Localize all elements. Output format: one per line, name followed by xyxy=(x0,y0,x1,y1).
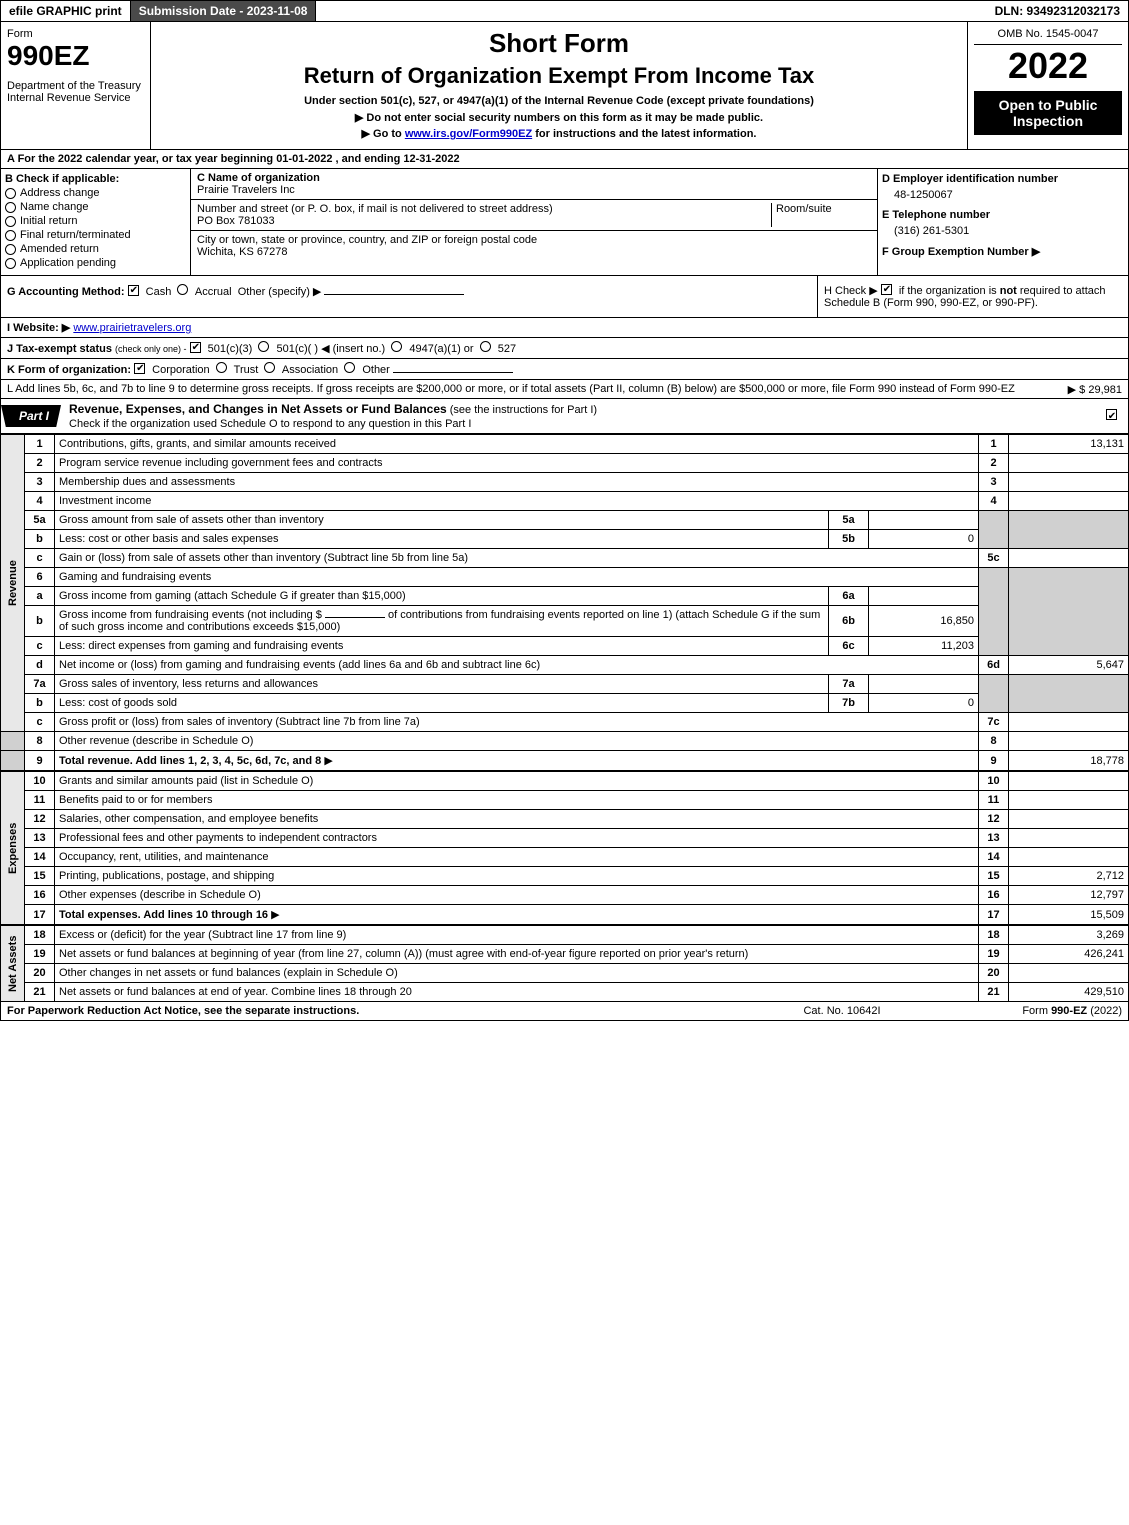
form-ref: Form 990-EZ (2022) xyxy=(942,1005,1122,1017)
b-label: B Check if applicable: xyxy=(5,173,186,185)
other-org-input[interactable] xyxy=(393,372,513,373)
tel-label: E Telephone number xyxy=(882,209,1124,221)
department: Department of the Treasury Internal Reve… xyxy=(7,80,144,104)
501c-checkbox[interactable] xyxy=(258,341,269,352)
trust-checkbox[interactable] xyxy=(216,362,227,373)
part-i-schedule-o-checkbox[interactable] xyxy=(1106,409,1117,420)
line-5b-value: 0 xyxy=(869,530,979,549)
accrual-checkbox[interactable] xyxy=(177,284,188,295)
paperwork-notice: For Paperwork Reduction Act Notice, see … xyxy=(7,1005,742,1017)
line-17-amount: 15,509 xyxy=(1009,905,1129,925)
info-grid: B Check if applicable: Address change Na… xyxy=(0,169,1129,276)
revenue-table: Revenue 1 Contributions, gifts, grants, … xyxy=(0,434,1129,771)
application-pending-checkbox[interactable] xyxy=(5,258,16,269)
top-bar: efile GRAPHIC print Submission Date - 20… xyxy=(0,0,1129,22)
line-16-amount: 12,797 xyxy=(1009,886,1129,905)
amended-return-checkbox[interactable] xyxy=(5,244,16,255)
section-k: K Form of organization: Corporation Trus… xyxy=(0,359,1129,380)
line-7b-value: 0 xyxy=(869,694,979,713)
section-i: I Website: ▶ www.prairietravelers.org xyxy=(0,318,1129,338)
header-left: Form 990EZ Department of the Treasury In… xyxy=(1,22,151,149)
city: Wichita, KS 67278 xyxy=(197,246,288,258)
short-form-title: Short Form xyxy=(157,28,961,59)
group-exemption-label: F Group Exemption Number ▶ xyxy=(882,245,1124,258)
expenses-table: Expenses 10Grants and similar amounts pa… xyxy=(0,771,1129,925)
open-public-badge: Open to Public Inspection xyxy=(974,91,1122,135)
other-method-input[interactable] xyxy=(324,294,464,295)
form-word: Form xyxy=(7,28,144,40)
name-change-checkbox[interactable] xyxy=(5,202,16,213)
527-checkbox[interactable] xyxy=(480,341,491,352)
section-j: J Tax-exempt status (check only one) - 5… xyxy=(0,338,1129,359)
footer: For Paperwork Reduction Act Notice, see … xyxy=(0,1002,1129,1021)
instruction-1: ▶ Do not enter social security numbers o… xyxy=(157,111,961,124)
initial-return-checkbox[interactable] xyxy=(5,216,16,227)
website-link[interactable]: www.prairietravelers.org xyxy=(73,322,191,334)
501c3-checkbox[interactable] xyxy=(190,342,201,353)
schedule-b-checkbox[interactable] xyxy=(881,284,892,295)
efile-label[interactable]: efile GRAPHIC print xyxy=(1,1,131,21)
section-a: A For the 2022 calendar year, or tax yea… xyxy=(0,150,1129,169)
form-number: 990EZ xyxy=(7,40,144,72)
gross-receipts: ▶ $ 29,981 xyxy=(1068,383,1122,396)
net-assets-side-label: Net Assets xyxy=(1,926,25,1002)
form-header: Form 990EZ Department of the Treasury In… xyxy=(0,22,1129,150)
association-checkbox[interactable] xyxy=(264,362,275,373)
section-l: L Add lines 5b, 6c, and 7b to line 9 to … xyxy=(0,380,1129,399)
section-h: H Check ▶ if the organization is not req… xyxy=(818,276,1128,317)
expenses-side-label: Expenses xyxy=(1,772,25,925)
irs-link[interactable]: www.irs.gov/Form990EZ xyxy=(405,128,532,140)
line-6d-amount: 5,647 xyxy=(1009,656,1129,675)
section-c: C Name of organization Prairie Travelers… xyxy=(191,169,878,275)
instruction-2: ▶ Go to www.irs.gov/Form990EZ for instru… xyxy=(157,127,961,140)
final-return-checkbox[interactable] xyxy=(5,230,16,241)
submission-date: Submission Date - 2023-11-08 xyxy=(131,1,317,21)
line-6b-value: 16,850 xyxy=(869,606,979,637)
line-18-amount: 3,269 xyxy=(1009,926,1129,945)
return-title: Return of Organization Exempt From Incom… xyxy=(157,63,961,89)
line-1-amount: 13,131 xyxy=(1009,435,1129,454)
part-i-tab: Part I xyxy=(1,405,61,427)
ein-label: D Employer identification number xyxy=(882,173,1124,185)
corporation-checkbox[interactable] xyxy=(134,363,145,374)
section-def: D Employer identification number 48-1250… xyxy=(878,169,1128,275)
room-label: Room/suite xyxy=(776,203,832,215)
cash-checkbox[interactable] xyxy=(128,285,139,296)
other-org-checkbox[interactable] xyxy=(344,362,355,373)
city-label: City or town, state or province, country… xyxy=(197,234,537,246)
cat-no: Cat. No. 10642I xyxy=(742,1005,942,1017)
net-assets-table: Net Assets 18Excess or (deficit) for the… xyxy=(0,925,1129,1002)
4947-checkbox[interactable] xyxy=(391,341,402,352)
part-i-title: Revenue, Expenses, and Changes in Net As… xyxy=(61,399,1098,433)
omb-number: OMB No. 1545-0047 xyxy=(974,28,1122,45)
line-21-amount: 429,510 xyxy=(1009,983,1129,1002)
street: PO Box 781033 xyxy=(197,215,275,227)
line-9-amount: 18,778 xyxy=(1009,751,1129,771)
header-right: OMB No. 1545-0047 2022 Open to Public In… xyxy=(968,22,1128,149)
address-change-checkbox[interactable] xyxy=(5,188,16,199)
row-gh: G Accounting Method: Cash Accrual Other … xyxy=(0,276,1129,318)
c-name-label: C Name of organization xyxy=(197,172,320,184)
line-19-amount: 426,241 xyxy=(1009,945,1129,964)
section-g: G Accounting Method: Cash Accrual Other … xyxy=(1,276,818,317)
ein: 48-1250067 xyxy=(894,189,1124,201)
telephone: (316) 261-5301 xyxy=(894,225,1124,237)
header-center: Short Form Return of Organization Exempt… xyxy=(151,22,968,149)
line-15-amount: 2,712 xyxy=(1009,867,1129,886)
tax-year: 2022 xyxy=(974,45,1122,87)
dln: DLN: 93492312032173 xyxy=(987,1,1128,21)
revenue-side-label: Revenue xyxy=(1,435,25,732)
part-i-header: Part I Revenue, Expenses, and Changes in… xyxy=(0,399,1129,434)
line-6c-value: 11,203 xyxy=(869,637,979,656)
street-label: Number and street (or P. O. box, if mail… xyxy=(197,203,553,215)
subtitle: Under section 501(c), 527, or 4947(a)(1)… xyxy=(157,95,961,107)
section-b: B Check if applicable: Address change Na… xyxy=(1,169,191,275)
org-name: Prairie Travelers Inc xyxy=(197,184,295,196)
